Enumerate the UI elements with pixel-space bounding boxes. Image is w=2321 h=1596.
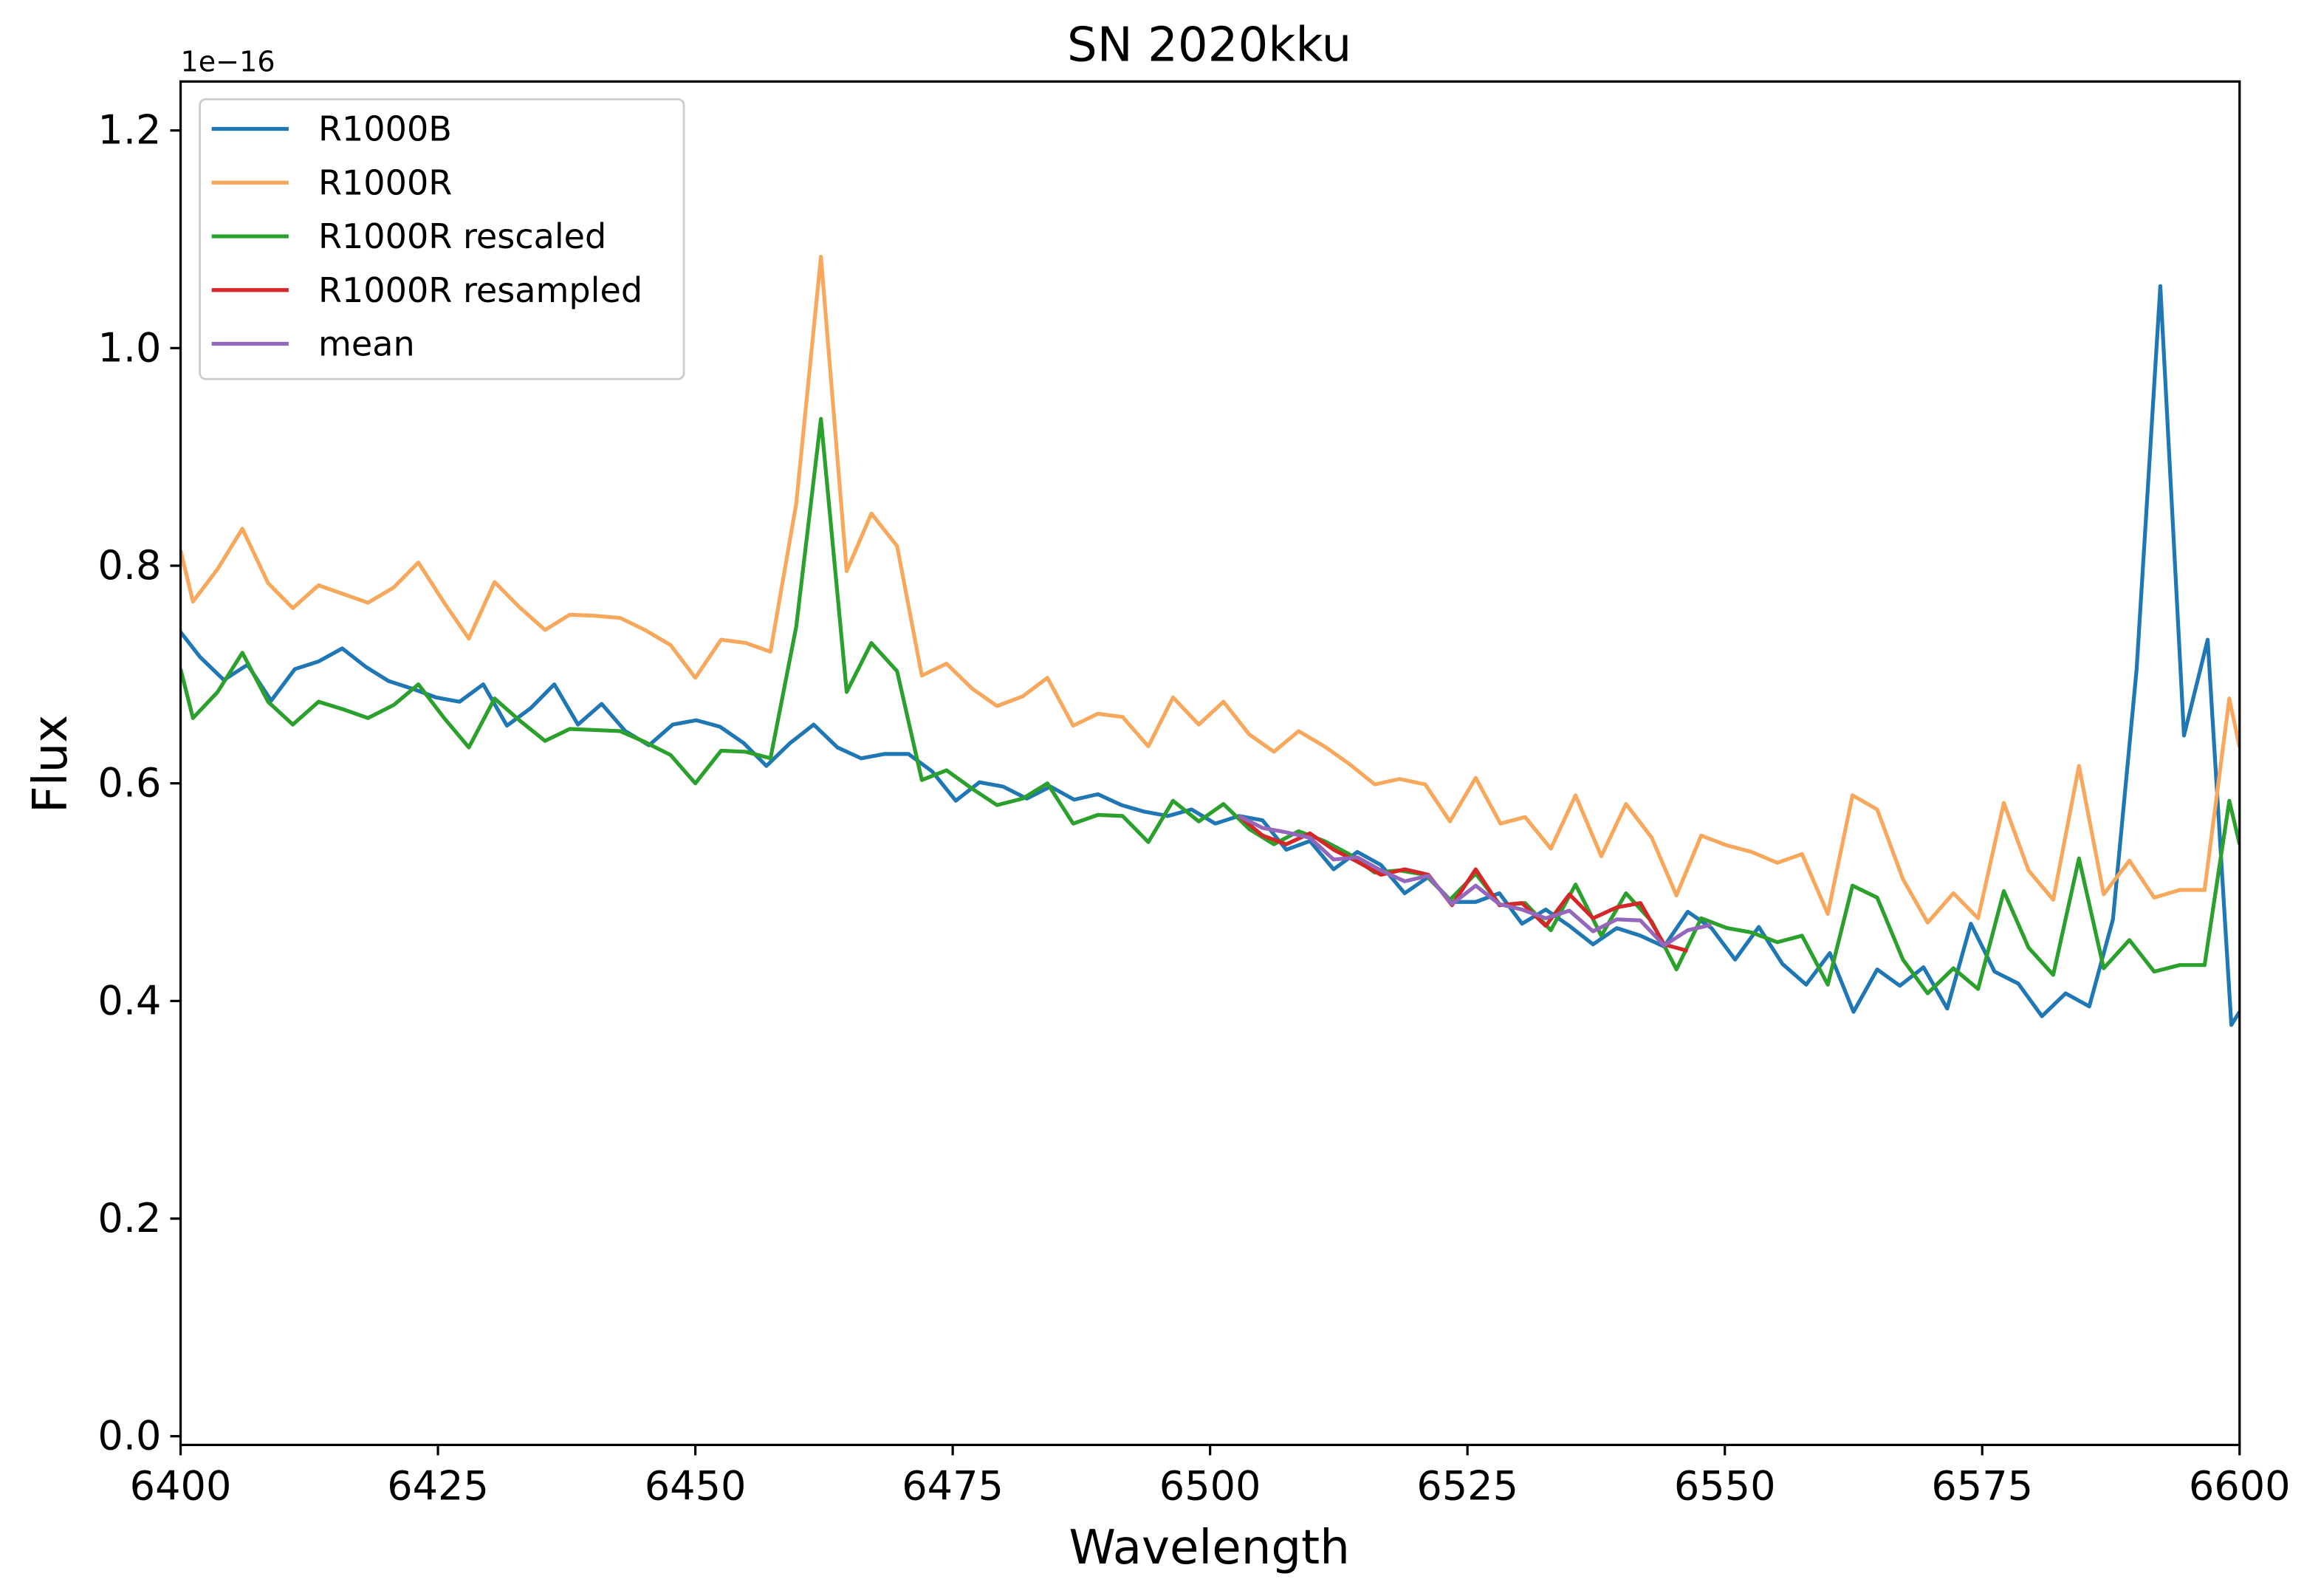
y-tick-label: 0.0	[97, 1413, 161, 1459]
y-tick-label: 1.0	[97, 324, 161, 371]
series-line	[180, 254, 2240, 925]
x-tick-label: 6425	[387, 1463, 489, 1510]
legend-label: R1000B	[318, 109, 452, 149]
x-tick-label: 6500	[1159, 1463, 1261, 1510]
x-tick-label: 6575	[1931, 1463, 2033, 1510]
legend-frame	[199, 97, 685, 380]
x-tick-label: 6525	[1416, 1463, 1518, 1510]
series-line	[180, 417, 2240, 996]
legend-label: R1000R resampled	[318, 270, 642, 310]
series-line	[1238, 814, 1689, 953]
y-axis-label: Flux	[23, 715, 78, 813]
plot-lines	[180, 254, 2240, 1027]
chart-title: SN 2020kku	[1067, 17, 1351, 72]
x-tick-label: 6400	[130, 1463, 232, 1510]
series-line	[180, 284, 2240, 1027]
x-tick-label: 6475	[902, 1463, 1004, 1510]
legend-label: R1000R	[318, 162, 452, 202]
series-line	[1238, 814, 1713, 948]
x-tick-label: 6450	[645, 1463, 747, 1510]
y-tick-label: 0.4	[97, 977, 161, 1024]
y-tick-label: 0.6	[97, 760, 161, 806]
x-tick-label: 6600	[2189, 1463, 2291, 1510]
y-tick-label: 0.2	[97, 1195, 161, 1241]
legend-label: mean	[318, 324, 415, 364]
x-axis-label: Wavelength	[1069, 1520, 1349, 1575]
legend-label: R1000R rescaled	[318, 216, 606, 256]
y-tick-label: 0.8	[97, 542, 161, 589]
x-tick-label: 6550	[1674, 1463, 1776, 1510]
y-tick-label: 1.2	[97, 107, 161, 154]
legend: R1000B R1000R R1000R rescaled R1000R resamp…	[199, 97, 685, 380]
y-offset-label: 1e−16	[181, 45, 275, 78]
